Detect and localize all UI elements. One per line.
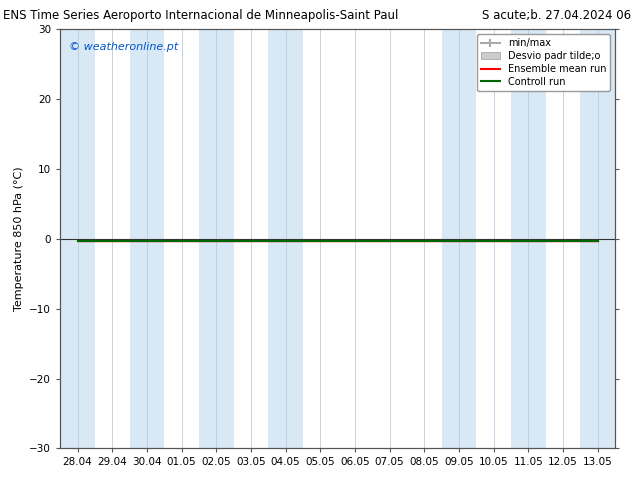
Controll run <box>455 238 463 244</box>
Bar <box>511 29 546 448</box>
Ensemble mean run <box>455 238 463 244</box>
Text: S acute;b. 27.04.2024 06: S acute;b. 27.04.2024 06 <box>482 9 631 22</box>
Controll run <box>386 238 394 244</box>
Bar <box>442 29 476 448</box>
Text: © weatheronline.pt: © weatheronline.pt <box>68 42 178 52</box>
Ensemble mean run <box>386 238 394 244</box>
Ensemble mean run <box>212 238 220 244</box>
Ensemble mean run <box>178 238 185 244</box>
Controll run <box>559 238 567 244</box>
Ensemble mean run <box>143 238 151 244</box>
Ensemble mean run <box>247 238 255 244</box>
Controll run <box>594 238 602 244</box>
Ensemble mean run <box>594 238 602 244</box>
Controll run <box>281 238 289 244</box>
Ensemble mean run <box>420 238 428 244</box>
Bar <box>268 29 303 448</box>
Controll run <box>316 238 324 244</box>
Controll run <box>524 238 532 244</box>
Controll run <box>490 238 498 244</box>
Legend: min/max, Desvio padr tilde;o, Ensemble mean run, Controll run: min/max, Desvio padr tilde;o, Ensemble m… <box>477 34 610 91</box>
Bar <box>199 29 233 448</box>
Ensemble mean run <box>74 238 81 244</box>
Ensemble mean run <box>108 238 116 244</box>
Ensemble mean run <box>524 238 532 244</box>
Controll run <box>143 238 151 244</box>
Bar <box>60 29 95 448</box>
Controll run <box>108 238 116 244</box>
Text: ENS Time Series Aeroporto Internacional de Minneapolis-Saint Paul: ENS Time Series Aeroporto Internacional … <box>3 9 399 22</box>
Controll run <box>420 238 428 244</box>
Ensemble mean run <box>281 238 289 244</box>
Ensemble mean run <box>559 238 567 244</box>
Controll run <box>247 238 255 244</box>
Bar <box>129 29 164 448</box>
Controll run <box>212 238 220 244</box>
Bar <box>580 29 615 448</box>
Controll run <box>74 238 81 244</box>
Ensemble mean run <box>351 238 359 244</box>
Ensemble mean run <box>490 238 498 244</box>
Y-axis label: Temperature 850 hPa (°C): Temperature 850 hPa (°C) <box>14 167 23 311</box>
Ensemble mean run <box>316 238 324 244</box>
Controll run <box>178 238 185 244</box>
Controll run <box>351 238 359 244</box>
